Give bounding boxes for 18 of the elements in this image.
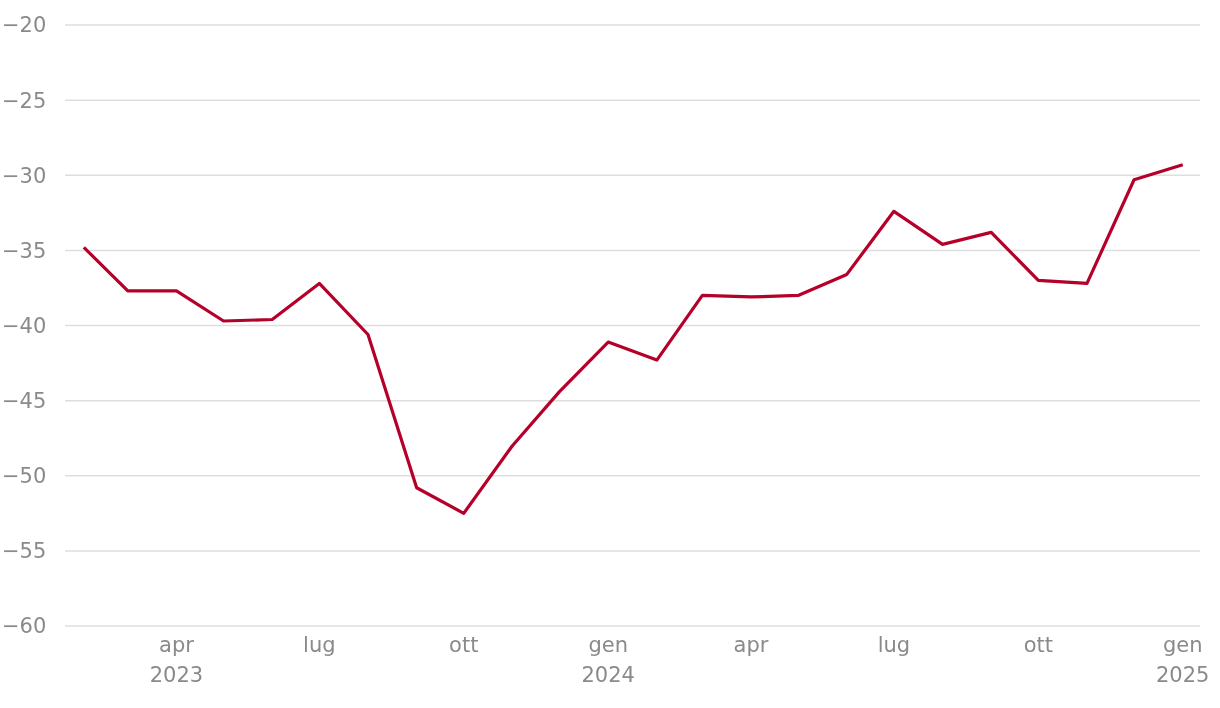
x-tick-label: gen 2024 — [581, 633, 635, 687]
x-tick-label: ott — [449, 633, 479, 657]
x-tick-label: gen 2025 — [1156, 633, 1210, 687]
y-tick-label: −40 — [2, 313, 47, 338]
x-tick-label: apr 2023 — [149, 633, 204, 687]
line-series — [82, 163, 1185, 515]
x-tick-label: ott — [1023, 633, 1053, 657]
y-tick-label: −30 — [2, 163, 47, 188]
y-tick-label: −60 — [2, 614, 47, 639]
y-tick-label: −45 — [2, 389, 47, 414]
y-tick-label: −55 — [2, 539, 47, 564]
y-tick-label: −50 — [2, 464, 47, 489]
y-tick-label: −20 — [2, 13, 47, 38]
x-tick-label: lug — [303, 633, 336, 657]
y-tick-label: −25 — [2, 88, 47, 113]
x-tick-label: apr — [733, 633, 769, 657]
x-tick-label: lug — [877, 633, 911, 657]
y-tick-label: −35 — [2, 238, 47, 263]
